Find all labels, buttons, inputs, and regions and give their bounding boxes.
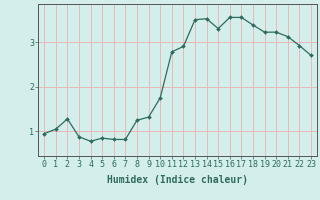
X-axis label: Humidex (Indice chaleur): Humidex (Indice chaleur) <box>107 175 248 185</box>
